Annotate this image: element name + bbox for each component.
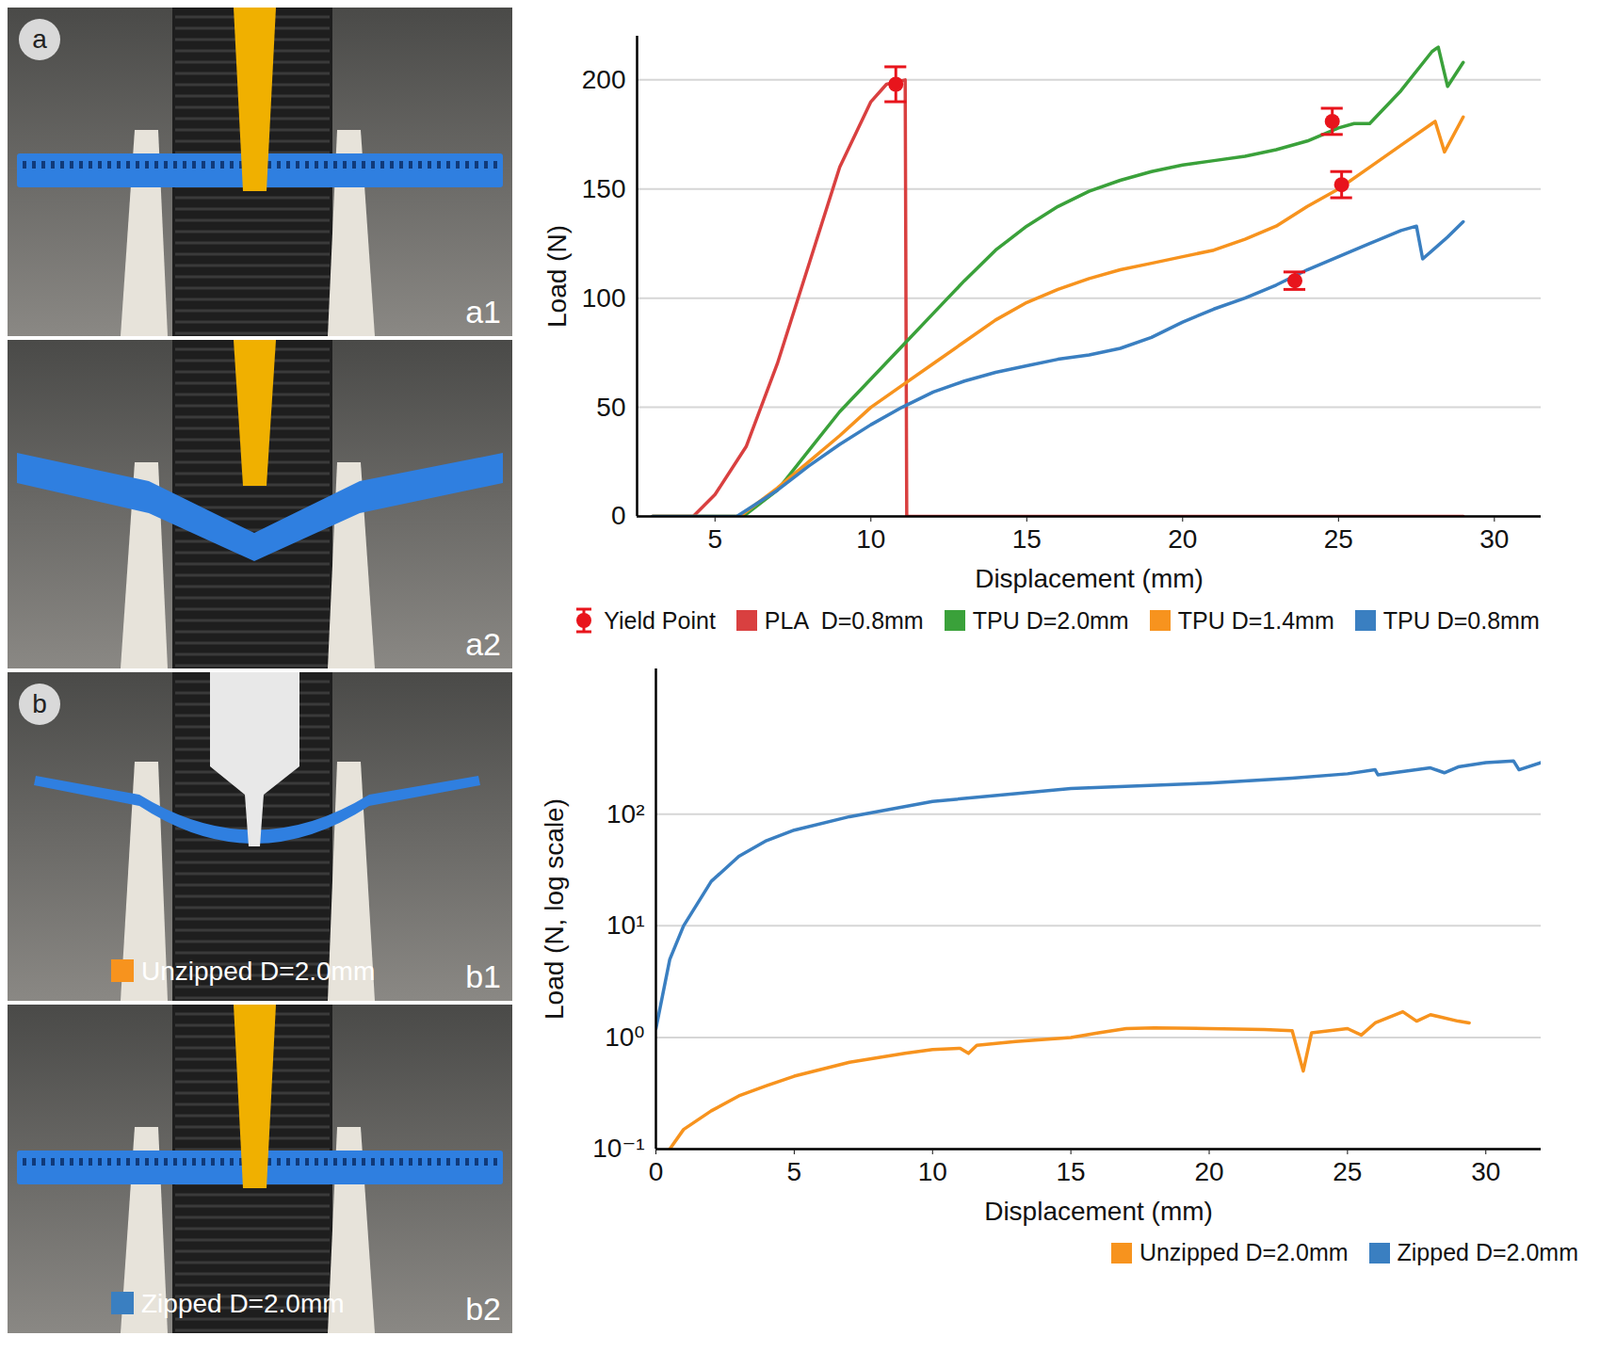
svg-text:10⁻¹: 10⁻¹ bbox=[592, 1133, 645, 1164]
svg-text:a1: a1 bbox=[465, 293, 502, 330]
svg-text:Displacement (mm): Displacement (mm) bbox=[984, 1196, 1213, 1227]
svg-text:0: 0 bbox=[611, 501, 627, 531]
svg-text:b: b bbox=[32, 689, 48, 719]
svg-text:30: 30 bbox=[1479, 524, 1509, 554]
svg-text:5: 5 bbox=[787, 1157, 803, 1187]
svg-text:200: 200 bbox=[581, 64, 627, 95]
svg-text:10⁰: 10⁰ bbox=[604, 1022, 645, 1052]
svg-text:20: 20 bbox=[1167, 524, 1197, 554]
svg-text:30: 30 bbox=[1470, 1157, 1501, 1187]
svg-text:10: 10 bbox=[918, 1157, 948, 1187]
svg-text:15: 15 bbox=[1012, 524, 1042, 554]
svg-text:150: 150 bbox=[581, 174, 627, 204]
svg-text:15: 15 bbox=[1056, 1157, 1086, 1187]
svg-text:25: 25 bbox=[1324, 524, 1354, 554]
svg-text:Displacement (mm): Displacement (mm) bbox=[974, 564, 1204, 594]
svg-text:10¹: 10¹ bbox=[606, 910, 645, 940]
html-text:Zipped D=2.0mm: Zipped D=2.0mm bbox=[1397, 1239, 1579, 1266]
svg-text:5: 5 bbox=[707, 524, 723, 554]
svg-text:a2: a2 bbox=[465, 626, 502, 663]
svg-text:b2: b2 bbox=[465, 1291, 502, 1327]
html-text:TPU D=0.8mm: TPU D=0.8mm bbox=[1383, 606, 1540, 634]
svg-text:Zipped D=2.0mm: Zipped D=2.0mm bbox=[141, 1289, 345, 1319]
html-text:PLA D=0.8mm: PLA D=0.8mm bbox=[764, 606, 924, 634]
svg-text:0: 0 bbox=[648, 1157, 664, 1187]
svg-text:10: 10 bbox=[856, 524, 886, 554]
svg-text:50: 50 bbox=[596, 392, 626, 422]
svg-text:25: 25 bbox=[1332, 1157, 1362, 1187]
html-text:TPU D=2.0mm: TPU D=2.0mm bbox=[972, 606, 1129, 634]
svg-text:a: a bbox=[32, 24, 48, 54]
html-text:TPU D=1.4mm: TPU D=1.4mm bbox=[1177, 606, 1335, 634]
html-text:Yield Point: Yield Point bbox=[603, 606, 716, 634]
svg-text:b1: b1 bbox=[465, 958, 502, 995]
svg-text:10²: 10² bbox=[606, 799, 645, 829]
svg-text:100: 100 bbox=[581, 283, 627, 313]
svg-text:Unzipped D=2.0mm: Unzipped D=2.0mm bbox=[141, 956, 375, 986]
svg-text:20: 20 bbox=[1194, 1157, 1224, 1187]
svg-text:Load (N, log scale): Load (N, log scale) bbox=[539, 798, 569, 1020]
html-text:Unzipped D=2.0mm: Unzipped D=2.0mm bbox=[1139, 1239, 1349, 1266]
svg-text:Load (N): Load (N) bbox=[542, 225, 572, 328]
